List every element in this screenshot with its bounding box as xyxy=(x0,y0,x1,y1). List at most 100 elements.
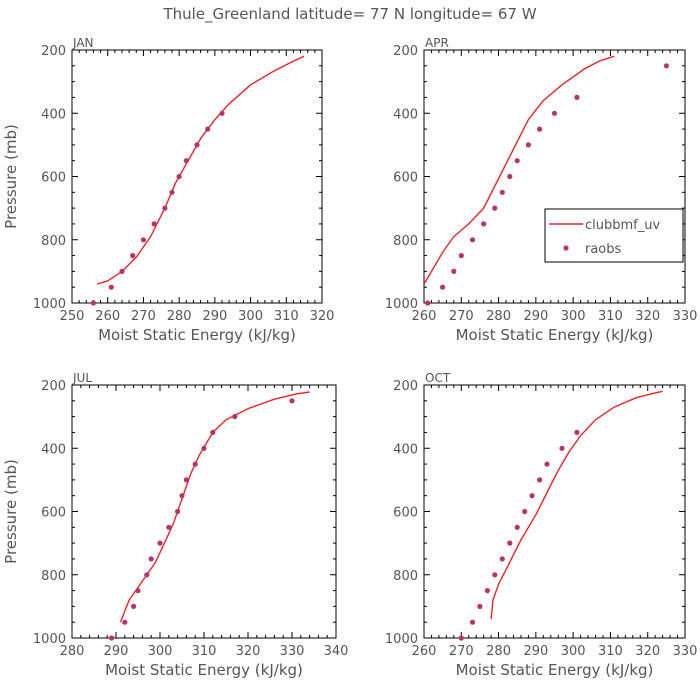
obs-point xyxy=(148,556,154,562)
y-tick-label: 800 xyxy=(41,234,66,249)
panel-oct: OCT 260 270 280 290 300 310 320 330 200 400 600 800 1… xyxy=(385,371,698,679)
obs-point xyxy=(537,477,543,483)
obs-point xyxy=(179,493,185,499)
obs-point xyxy=(481,221,487,227)
x-tick-label: 250 xyxy=(60,309,85,324)
figure-title: Thule_Greenland latitude= 77 N longitude… xyxy=(162,5,536,24)
obs-point xyxy=(492,572,498,578)
obs-point xyxy=(289,398,295,404)
x-tick-label: 280 xyxy=(486,644,511,659)
x-tick-label: 300 xyxy=(148,644,173,659)
plot-frame-apr xyxy=(423,49,686,304)
obs-point xyxy=(514,524,520,530)
y-tick-label: 400 xyxy=(393,442,418,457)
y-tick-label: 400 xyxy=(393,107,418,122)
x-tick-label: 290 xyxy=(104,644,129,659)
plot-frame-oct xyxy=(423,384,686,639)
obs-point xyxy=(119,268,125,274)
obs-point xyxy=(544,461,550,467)
panel-jan: JAN 250 260 270 280 290 300 310 320 200 400 600 800 1… xyxy=(2,36,334,344)
y-tick-label: 600 xyxy=(393,506,418,521)
obs-point xyxy=(574,429,580,435)
x-tick-label: 270 xyxy=(449,309,474,324)
x-tick-label: 310 xyxy=(598,644,623,659)
x-tick-label: 280 xyxy=(60,644,85,659)
obs-point xyxy=(492,205,498,211)
y-tick-label: 1000 xyxy=(385,297,418,312)
obs-point xyxy=(183,477,189,483)
model-line-apr xyxy=(423,55,615,285)
obs-point xyxy=(157,540,163,546)
legend-dot-swatch xyxy=(563,245,569,251)
y-tick-label: 600 xyxy=(41,506,66,521)
obs-point xyxy=(663,63,670,69)
obs-point xyxy=(90,300,96,306)
obs-point xyxy=(135,588,141,594)
y-tick-label: 200 xyxy=(393,44,418,59)
x-tick-label: 290 xyxy=(523,309,548,324)
obs-point xyxy=(162,205,168,211)
x-tick-label: 260 xyxy=(412,309,437,324)
panel-apr: APR 260 270 280 290 300 310 320 330 200 400 600 800 1… xyxy=(385,36,698,344)
obs-point xyxy=(169,189,175,195)
x-tick-label: 320 xyxy=(635,309,660,324)
obs-point xyxy=(499,189,505,195)
obs-point xyxy=(574,94,580,100)
obs-point xyxy=(525,142,532,148)
x-tick-label: 330 xyxy=(673,309,698,324)
plot-frame-jan xyxy=(71,49,323,304)
y-tick-label: 600 xyxy=(393,171,418,186)
obs-point xyxy=(514,158,520,164)
obs-point xyxy=(469,619,476,625)
x-tick-label: 280 xyxy=(167,309,192,324)
model-line-jul xyxy=(119,391,310,623)
y-tick-label: 400 xyxy=(41,442,66,457)
legend-obs-label: raobs xyxy=(585,242,622,257)
obs-point xyxy=(499,556,505,562)
x-tick-label: 310 xyxy=(192,644,217,659)
obs-point xyxy=(194,142,200,148)
y-axis-label-jul: Pressure (mb) xyxy=(2,459,20,564)
panel-jul: JUL 280 290 300 310 320 330 340 200 400 600 800 1000… xyxy=(2,371,348,679)
x-tick-label: 300 xyxy=(561,309,586,324)
obs-point xyxy=(469,237,476,243)
obs-point xyxy=(537,126,543,132)
x-tick-label: 330 xyxy=(673,644,698,659)
x-tick-label: 270 xyxy=(449,644,474,659)
x-axis-label-jan: Moist Static Energy (kJ/kg) xyxy=(98,326,296,344)
panel-label-jul: JUL xyxy=(72,371,92,385)
obs-point xyxy=(176,173,182,180)
y-tick-label: 1000 xyxy=(33,632,66,647)
panel-label-jan: JAN xyxy=(72,36,94,50)
y-tick-label: 800 xyxy=(393,569,418,584)
obs-point xyxy=(425,300,431,306)
obs-point xyxy=(108,284,114,290)
y-tick-label: 1000 xyxy=(385,632,418,647)
obs-point xyxy=(140,237,146,243)
obs-point xyxy=(210,429,216,435)
x-tick-label: 340 xyxy=(324,644,349,659)
x-tick-label: 300 xyxy=(238,309,263,324)
y-tick-label: 400 xyxy=(41,107,66,122)
legend-model-label: clubbmf_uv xyxy=(585,218,660,233)
x-tick-label: 270 xyxy=(131,309,156,324)
obs-point xyxy=(451,268,457,274)
plot-frame-jul xyxy=(71,384,337,639)
model-line-oct xyxy=(490,390,663,620)
y-tick-label: 200 xyxy=(393,379,418,394)
panel-label-oct: OCT xyxy=(425,371,451,385)
obs-point xyxy=(192,461,198,467)
x-axis-label-jul: Moist Static Energy (kJ/kg) xyxy=(105,661,303,679)
x-tick-label: 330 xyxy=(280,644,305,659)
x-tick-label: 280 xyxy=(486,309,511,324)
panel-label-apr: APR xyxy=(425,36,449,50)
obs-point xyxy=(201,445,207,451)
x-tick-label: 320 xyxy=(236,644,261,659)
x-tick-label: 320 xyxy=(635,644,660,659)
obs-point xyxy=(529,493,535,499)
y-tick-label: 800 xyxy=(393,234,418,249)
x-tick-label: 290 xyxy=(202,309,227,324)
obs-point xyxy=(477,603,483,610)
obs-point xyxy=(507,173,513,180)
